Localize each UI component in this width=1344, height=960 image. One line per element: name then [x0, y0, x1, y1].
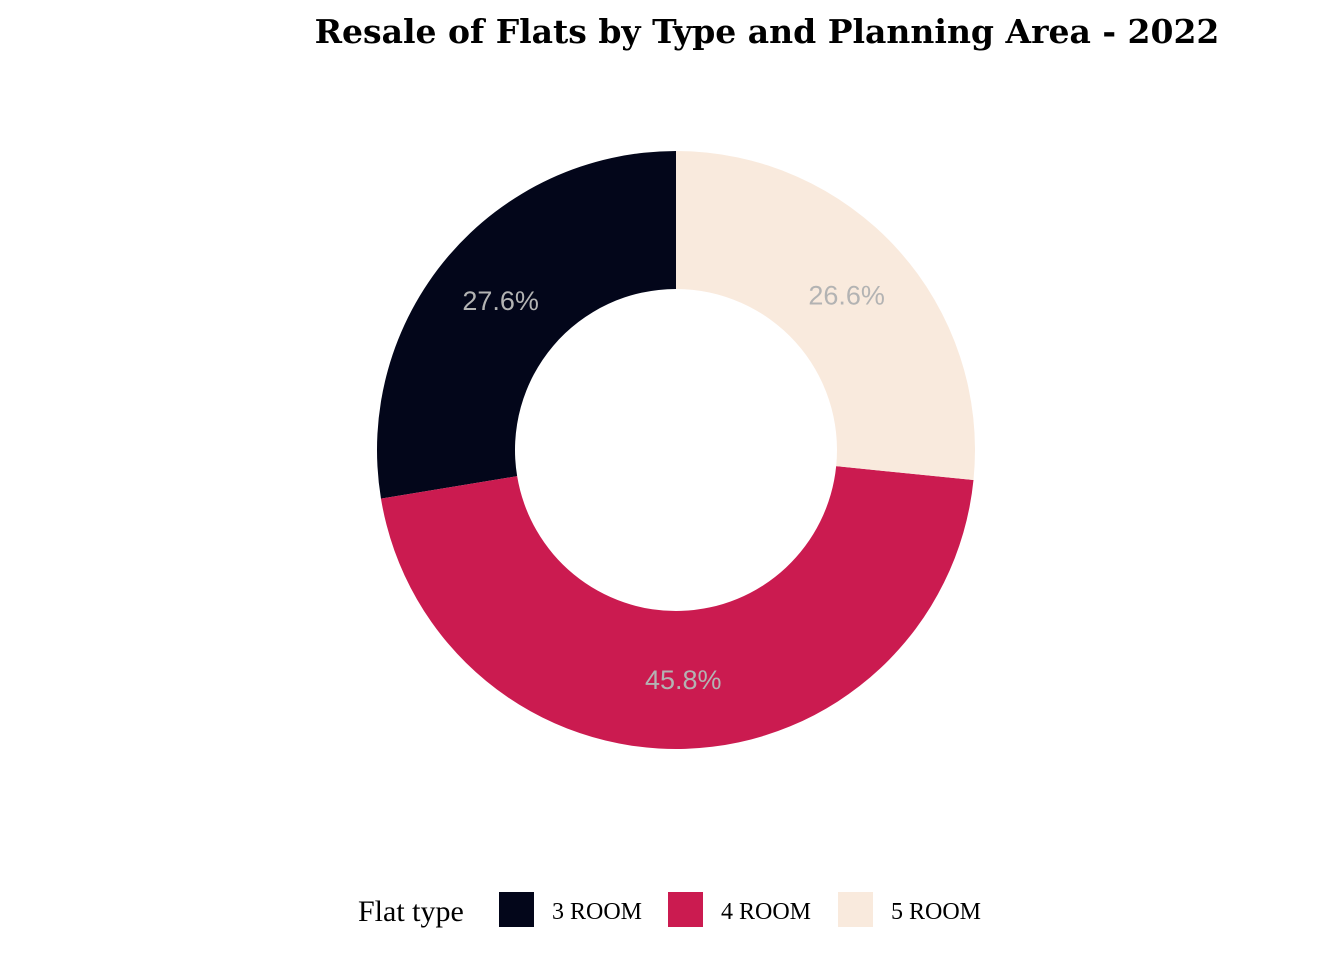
slice-labels: 27.6% 45.8% 26.6%: [462, 281, 885, 695]
slice-3-room: [377, 151, 676, 499]
legend-swatch: [838, 892, 873, 927]
donut-slices: [377, 151, 975, 749]
legend-label: 4 ROOM: [721, 899, 811, 925]
legend-title: Flat type: [358, 895, 464, 928]
legend: Flat type 3 ROOM 4 ROOM 5 ROOM: [358, 892, 981, 928]
legend-swatch: [499, 892, 534, 927]
chart-title: Resale of Flats by Type and Planning Are…: [315, 12, 1220, 51]
legend-label: 5 ROOM: [891, 899, 981, 925]
legend-label: 3 ROOM: [552, 899, 642, 925]
slice-label: 27.6%: [462, 286, 539, 316]
slice-label: 45.8%: [645, 665, 722, 695]
legend-items: 3 ROOM 4 ROOM 5 ROOM: [499, 892, 981, 927]
slice-4-room: [380, 466, 974, 749]
slice-label: 26.6%: [808, 281, 885, 311]
legend-swatch: [668, 892, 703, 927]
slice-5-room: [676, 151, 975, 481]
